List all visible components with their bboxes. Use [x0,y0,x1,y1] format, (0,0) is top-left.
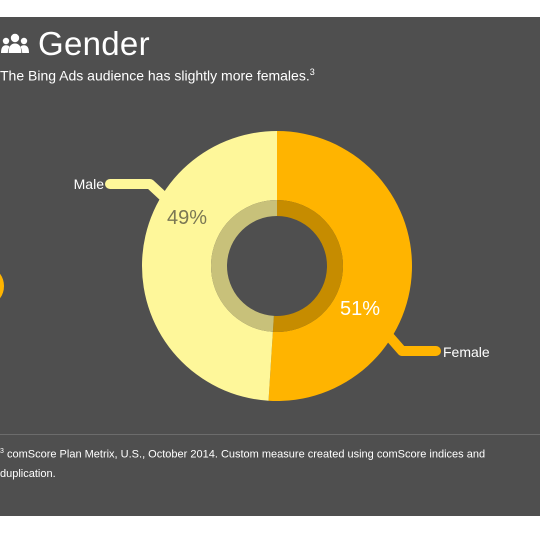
donut-slice-male [142,131,277,401]
donut-inner-ring-male [211,200,277,332]
donut-slice-female [268,131,413,402]
donut-inner-ring-female [272,200,344,332]
footnote-text: comScore Plan Metrix, U.S., October 2014… [0,448,486,480]
subtitle-text: The Bing Ads audience has slightly more … [0,67,310,84]
value-label-female: 51% [340,298,380,320]
footnote-marker: 3 [0,448,4,455]
category-label-male: Male [74,176,105,192]
callout-line-male [105,179,169,202]
partial-bullet-disc [0,269,4,303]
gender-donut-chart: 49% 51% Male Female [74,131,490,402]
gender-panel: Gender The Bing Ads audience has slightl… [0,17,540,516]
value-label-male: 49% [167,207,207,229]
people-group-icon [1,33,29,53]
page-title: Gender [38,25,150,62]
callout-line-female [383,330,441,356]
footnote: 3 comScore Plan Metrix, U.S., October 20… [0,442,530,484]
subtitle-footnote-marker: 3 [309,67,315,77]
category-label-female: Female [443,344,490,360]
header: Gender [0,22,150,66]
divider [0,434,540,435]
subtitle: The Bing Ads audience has slightly more … [0,67,315,84]
